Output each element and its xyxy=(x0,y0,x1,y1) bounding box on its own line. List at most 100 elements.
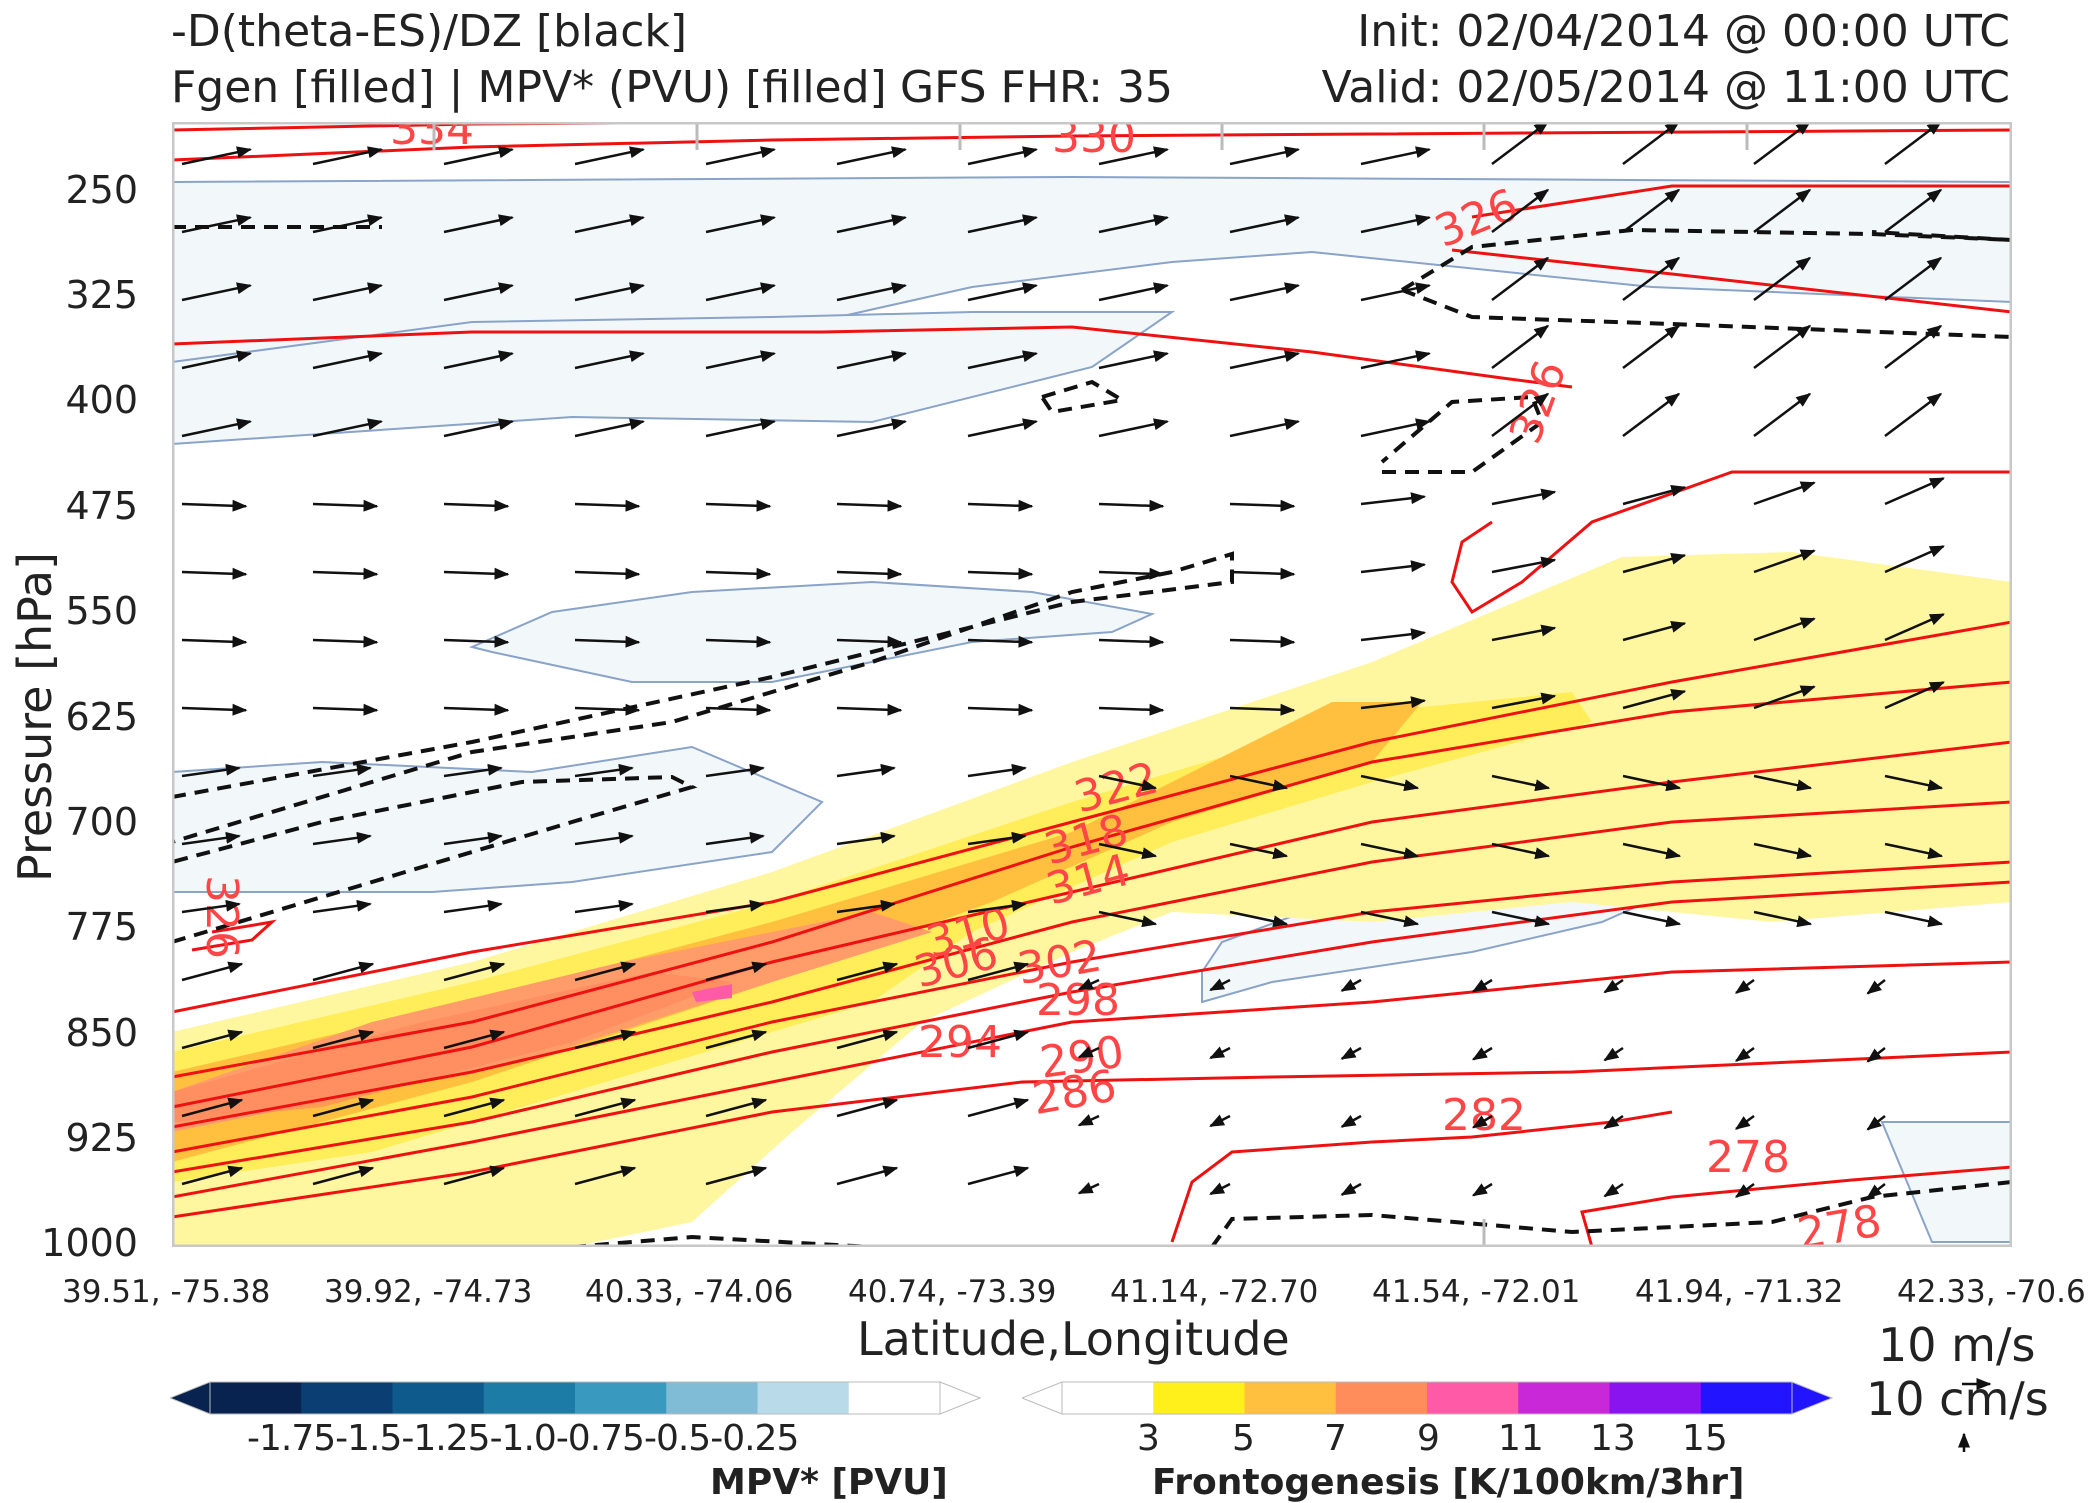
init-time: Init: 02/04/2014 @ 00:00 UTC xyxy=(1357,6,2010,57)
fgen-tick-15: 15 xyxy=(1682,1418,1728,1459)
y-tick-850: 850 xyxy=(65,1011,138,1055)
colorbar-segment xyxy=(1700,1382,1793,1414)
colorbar-segment xyxy=(1244,1382,1337,1414)
wind-vector xyxy=(967,282,1038,302)
mpv-tick: -0.5 xyxy=(643,1418,711,1459)
wind-vector xyxy=(574,350,645,370)
wind-vector xyxy=(967,635,1034,648)
wind-vector xyxy=(1884,681,1945,710)
wind-vector xyxy=(181,831,241,846)
wind-vector xyxy=(181,418,252,438)
wind-vector xyxy=(1098,282,1169,302)
colorbar-arrow xyxy=(1022,1381,1063,1415)
contour-label-326-c: 326 xyxy=(196,875,247,959)
wind-vector xyxy=(1491,324,1550,369)
wind-vector xyxy=(312,350,383,370)
wind-vector xyxy=(705,282,776,302)
wind-vector xyxy=(1229,499,1296,512)
wind-vector xyxy=(1471,978,1493,993)
colorbar-segment xyxy=(1153,1382,1245,1414)
wind-vector xyxy=(1360,560,1427,574)
fgen-tick-7: 7 xyxy=(1324,1418,1347,1459)
y-tick-775: 775 xyxy=(65,905,138,949)
wind-vector xyxy=(836,146,907,166)
wind-vector xyxy=(1884,774,1944,792)
wind-vector xyxy=(836,282,907,302)
x-axis-label: Latitude,Longitude xyxy=(857,1312,1290,1366)
mpv-tick: -1.75 xyxy=(247,1418,336,1459)
wind-vector xyxy=(836,499,903,512)
model-label: GFS FHR: 35 xyxy=(900,62,1173,113)
wind-vector xyxy=(181,499,248,512)
wind-vector xyxy=(967,703,1034,716)
wind-vector xyxy=(443,418,514,438)
wind-vector xyxy=(574,214,645,234)
wind-vector xyxy=(705,350,776,370)
mpv-tick: -1.0 xyxy=(489,1418,557,1459)
wind-vector xyxy=(1360,842,1420,860)
wind-vector xyxy=(1753,685,1816,710)
wind-vector xyxy=(1884,188,1943,233)
colorbar-arrow xyxy=(170,1381,211,1415)
wind-vector xyxy=(1753,188,1812,233)
wind-vector xyxy=(1491,392,1550,437)
wind-vector xyxy=(1622,689,1687,710)
wind-vector xyxy=(1753,842,1813,860)
wind-vector xyxy=(705,703,772,716)
wind-vector xyxy=(1753,481,1816,506)
wind-vector xyxy=(1884,122,1943,165)
wind-vector xyxy=(967,1029,1030,1050)
wind-vector xyxy=(1340,1182,1362,1196)
wind-vector xyxy=(1491,774,1551,792)
wind-vector xyxy=(836,961,899,982)
wind-vector xyxy=(443,1029,506,1050)
wind-vector xyxy=(1360,418,1431,438)
wind-vector xyxy=(1077,1182,1100,1195)
wind-vector xyxy=(574,703,641,716)
mpv-colorbar-ticks: -1.75-1.5-1.25-1.0-0.75-0.5-0.25 xyxy=(247,1418,799,1459)
wind-vector xyxy=(443,146,514,166)
wind-vector xyxy=(1098,214,1169,234)
wind-vector xyxy=(1229,567,1296,580)
wind-vector xyxy=(574,146,645,166)
wind-vector xyxy=(1491,842,1551,860)
wind-vector xyxy=(443,961,506,982)
wind-vector xyxy=(1491,556,1557,574)
wind-vector xyxy=(1471,1182,1493,1197)
colorbar-arrow xyxy=(939,1381,982,1415)
wind-vector xyxy=(1098,418,1169,438)
fgen-tick-5: 5 xyxy=(1232,1418,1255,1459)
wind-vector xyxy=(1884,613,1945,642)
mpv-tick: -0.25 xyxy=(710,1418,799,1459)
wind-vector xyxy=(1360,350,1431,370)
wind-vector xyxy=(312,635,379,648)
wind-vector xyxy=(1340,1046,1362,1060)
wind-vector xyxy=(1491,910,1551,928)
wind-vector xyxy=(1340,978,1362,992)
wind-vector xyxy=(836,1097,899,1118)
wind-vector xyxy=(705,1029,768,1050)
wind-vector xyxy=(1098,774,1158,792)
wind-vector xyxy=(181,763,241,778)
wind-vectors xyxy=(181,122,1945,1199)
colorbar-segment xyxy=(483,1382,576,1414)
y-axis-label: Pressure [hPa] xyxy=(7,552,62,882)
y-tick-1000: 1000 xyxy=(41,1221,138,1265)
wind-vector xyxy=(705,1165,768,1186)
wind-vector xyxy=(1098,499,1165,512)
wind-vector xyxy=(1098,635,1165,648)
wind-vector xyxy=(1622,774,1682,792)
wind-vector xyxy=(836,1029,899,1050)
x-tick-6: 41.94, -71.32 xyxy=(1635,1274,1844,1310)
chart-title-line2: Fgen [filled] | MPV* (PVU) [filled] xyxy=(171,62,887,113)
wind-vector xyxy=(1229,282,1300,302)
wind-vector xyxy=(1360,282,1431,302)
wind-vector xyxy=(312,499,379,512)
wind-vector xyxy=(574,418,645,438)
wind-vector xyxy=(312,831,372,846)
wind-vector xyxy=(1209,1182,1231,1196)
wind-vector xyxy=(1603,1114,1624,1130)
y-tick-925: 925 xyxy=(65,1116,138,1160)
wind-vector xyxy=(312,703,379,716)
wind-vector xyxy=(1753,256,1812,301)
